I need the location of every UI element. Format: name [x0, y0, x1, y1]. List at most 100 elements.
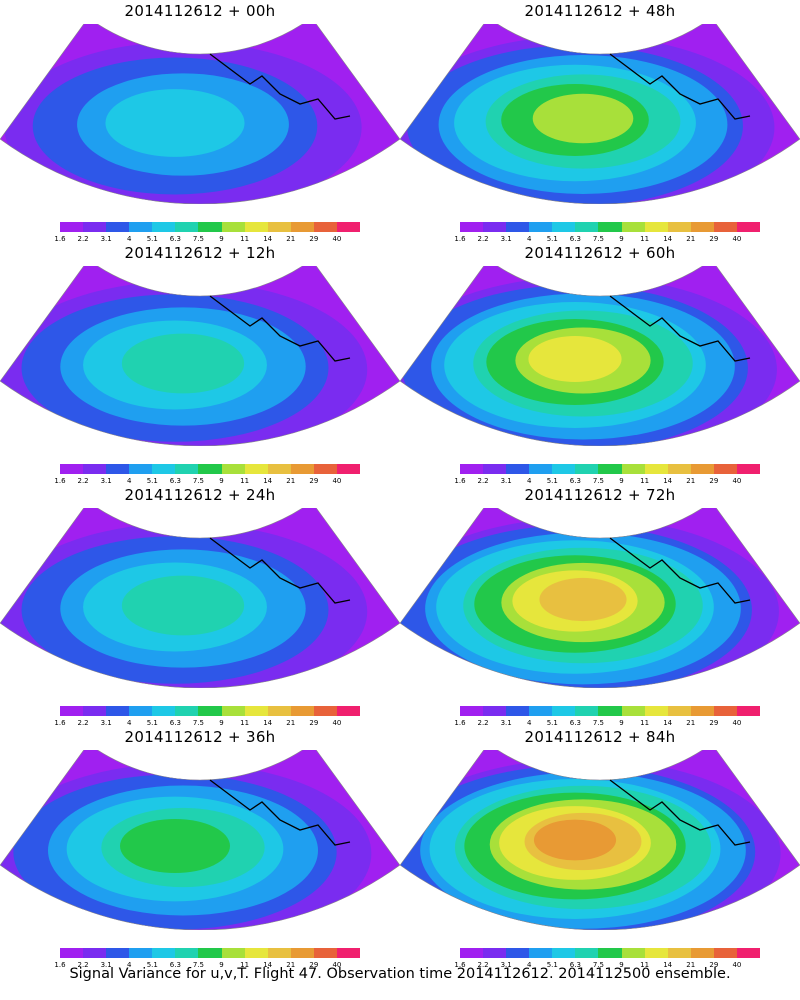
- colorbar-swatch: [106, 222, 130, 232]
- colorbar-tick-label: 3.1: [100, 477, 112, 485]
- colorbar-tick-label: 9: [619, 235, 624, 243]
- colorbar-tick-label: 4: [126, 477, 132, 485]
- variance-map: [400, 508, 800, 688]
- colorbar-swatch: [713, 464, 737, 474]
- colorbar-tick-label: 7.5: [592, 477, 605, 485]
- colorbar-swatch: [244, 464, 268, 474]
- colorbar-swatch: [460, 706, 484, 716]
- colorbar-tick-label: 14: [263, 719, 273, 727]
- colorbar-swatch: [736, 222, 761, 232]
- colorbar-tick-label: 14: [663, 961, 673, 969]
- colorbar-tick-label: 6.3: [569, 961, 581, 969]
- colorbar-tick-label: 3.1: [500, 477, 512, 485]
- colorbar-tick-label: 9: [619, 477, 624, 485]
- colorbar-tick-label: 4: [126, 235, 132, 243]
- colorbar-swatch: [60, 222, 84, 232]
- colorbar-tick-label: 40: [332, 961, 342, 969]
- colorbar-tick-label: 2.2: [477, 235, 489, 243]
- colorbar-swatch: [290, 222, 314, 232]
- colorbar-tick-label: 4: [526, 235, 532, 243]
- colorbar-tick-label: 5.1: [546, 235, 558, 243]
- colorbar-swatch: [129, 222, 153, 232]
- colorbar-swatch: [267, 706, 291, 716]
- colorbar-tick-label: 3.1: [100, 235, 112, 243]
- colorbar-tick-label: 7.5: [592, 719, 605, 727]
- colorbar-tick-label: 7.5: [192, 477, 205, 485]
- colorbar-tick-label: 5.1: [546, 961, 558, 969]
- colorbar-swatch: [483, 948, 507, 958]
- panel-title: 2014112612 + 36h: [124, 728, 276, 746]
- colorbar-swatch: [198, 948, 222, 958]
- colorbar-swatch: [336, 706, 361, 716]
- colorbar-swatch: [221, 222, 245, 232]
- colorbar-tick-label: 29: [709, 477, 719, 485]
- colorbar-swatch: [129, 948, 153, 958]
- colorbar-tick-label: 2.2: [477, 961, 489, 969]
- colorbar-swatch: [552, 222, 576, 232]
- colorbar-swatch: [60, 706, 84, 716]
- colorbar-swatch: [621, 948, 645, 958]
- colorbar-tick-label: 29: [309, 961, 319, 969]
- colorbar-swatch: [290, 464, 314, 474]
- colorbar-tick-label: 40: [732, 961, 742, 969]
- colorbar-tick-label: 11: [640, 235, 650, 243]
- colorbar-tick-label: 3.1: [500, 961, 512, 969]
- colorbar-tick-label: 1.6: [54, 719, 66, 727]
- colorbar-tick-label: 6.3: [569, 477, 581, 485]
- colorbar-swatch: [244, 706, 268, 716]
- colorbar: [60, 948, 361, 958]
- colorbar-swatch: [152, 948, 176, 958]
- colorbar-swatch: [198, 706, 222, 716]
- colorbar-swatch: [529, 464, 553, 474]
- colorbar-ticks: 1.6 2.2 3.1 4 5.1 6.3 7.5 9 11 14 21 29 40: [454, 719, 760, 729]
- colorbar-swatch: [598, 464, 622, 474]
- colorbar-tick-label: 4: [526, 477, 532, 485]
- colorbar-swatch: [336, 464, 361, 474]
- map-panel: 2014112612 + 24h 1.6 2.2 3.1 4 5.1 6.3 7.5 9 11 14…: [0, 484, 400, 729]
- colorbar-tick-label: 1.6: [454, 961, 466, 969]
- colorbar-swatch: [152, 706, 176, 716]
- colorbar-tick-label: 6.3: [569, 719, 581, 727]
- colorbar-tick-label: 7.5: [192, 961, 205, 969]
- colorbar-swatch: [621, 464, 645, 474]
- colorbar-tick-label: 29: [309, 719, 319, 727]
- colorbar-tick-label: 1.6: [454, 235, 466, 243]
- colorbar-swatch: [529, 706, 553, 716]
- colorbar-swatch: [644, 706, 668, 716]
- map-panel: 2014112612 + 72h 1.6 2.2 3.1 4 5.1 6.3 7.5 9 11 14…: [400, 484, 800, 729]
- colorbar-tick-label: 14: [263, 477, 273, 485]
- colorbar-tick-label: 21: [686, 477, 696, 485]
- colorbar-tick-label: 3.1: [100, 961, 112, 969]
- variance-map: [400, 266, 800, 446]
- colorbar-swatch: [336, 948, 361, 958]
- colorbar-tick-label: 29: [709, 719, 719, 727]
- colorbar-tick-label: 6.3: [569, 235, 581, 243]
- colorbar-swatch: [644, 464, 668, 474]
- panel-title: 2014112612 + 48h: [524, 2, 676, 20]
- colorbar: [60, 464, 361, 474]
- colorbar: [60, 706, 361, 716]
- colorbar-tick-label: 1.6: [54, 961, 66, 969]
- colorbar-swatch: [336, 222, 361, 232]
- colorbar-swatch: [575, 948, 599, 958]
- panel-title: 2014112612 + 84h: [524, 728, 676, 746]
- colorbar-swatch: [267, 464, 291, 474]
- colorbar-tick-label: 29: [709, 235, 719, 243]
- colorbar-swatch: [598, 706, 622, 716]
- colorbar-swatch: [290, 948, 314, 958]
- colorbar-tick-label: 21: [286, 719, 296, 727]
- colorbar-ticks: 1.6 2.2 3.1 4 5.1 6.3 7.5 9 11 14 21 29 40: [54, 477, 360, 487]
- colorbar-tick-label: 29: [709, 961, 719, 969]
- colorbar-tick-label: 6.3: [169, 719, 181, 727]
- colorbar-swatch: [60, 948, 84, 958]
- colorbar-tick-label: 11: [640, 719, 650, 727]
- colorbar-tick-label: 1.6: [454, 477, 466, 485]
- colorbar-tick-label: 40: [732, 235, 742, 243]
- colorbar-swatch: [644, 948, 668, 958]
- colorbar-swatch: [552, 706, 576, 716]
- colorbar-swatch: [313, 464, 337, 474]
- colorbar-swatch: [690, 222, 714, 232]
- colorbar-tick-label: 6.3: [169, 477, 181, 485]
- colorbar-tick-label: 5.1: [146, 235, 158, 243]
- colorbar-swatch: [221, 948, 245, 958]
